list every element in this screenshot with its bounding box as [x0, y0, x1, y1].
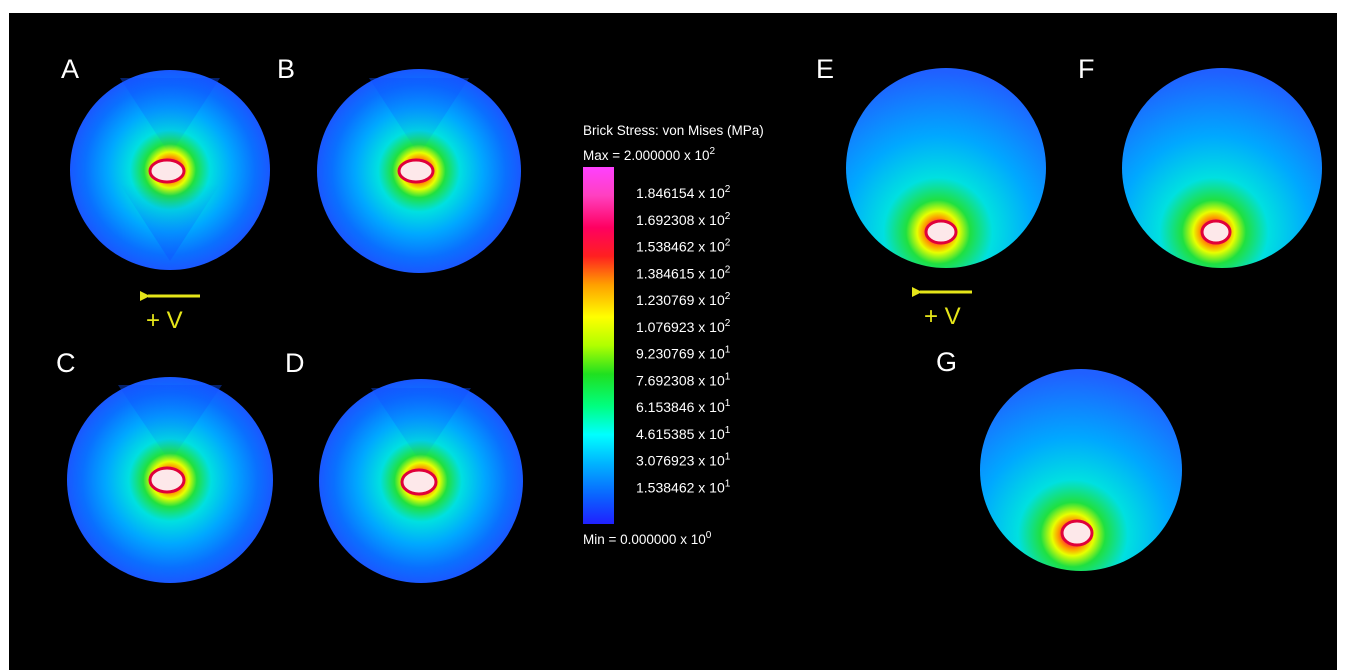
velocity-indicator-right: + V [912, 287, 972, 330]
legend-tick-label: 1.384615 x 102 [636, 264, 731, 281]
panel-d-lobe-top [371, 388, 471, 463]
legend-tick-list: 1.846154 x 102 1.692308 x 102 1.538462 x 1… [636, 184, 731, 495]
color-legend: Brick Stress: von Mises (MPa) Max = 2.00… [583, 123, 764, 547]
legend-colorbar [583, 167, 614, 524]
panel-g-field [980, 369, 1182, 571]
panel-e-hole [924, 219, 958, 245]
panel-e [846, 68, 1046, 268]
panel-f-field [1122, 68, 1322, 268]
panel-label-d: D [285, 348, 305, 378]
panel-f-hole [1200, 219, 1232, 245]
panel-d-hole [400, 468, 438, 496]
panel-b-lobe-top [369, 78, 469, 155]
panel-label-e: E [816, 54, 834, 84]
panel-f [1122, 68, 1322, 268]
panel-c-hole [148, 466, 186, 494]
velocity-label-left: + V [146, 307, 183, 334]
legend-tick-label: 9.230769 x 101 [636, 345, 731, 362]
panel-b [317, 69, 521, 273]
legend-tick-label: 1.538462 x 102 [636, 238, 731, 255]
legend-tick-label: 1.538462 x 101 [636, 478, 731, 495]
legend-tick-label: 1.230769 x 102 [636, 291, 731, 308]
legend-tick-label: 1.692308 x 102 [636, 211, 731, 228]
panel-label-a: A [61, 54, 79, 84]
legend-tick-label: 6.153846 x 101 [636, 398, 731, 415]
panel-d [319, 379, 523, 583]
legend-tick-label: 3.076923 x 101 [636, 452, 731, 469]
legend-title: Brick Stress: von Mises (MPa) [583, 123, 764, 138]
panel-a-lobe-bottom [120, 184, 220, 261]
panel-label-b: B [277, 54, 295, 84]
panel-a [70, 70, 270, 270]
panel-label-c: C [56, 348, 76, 378]
velocity-indicator-left: + V [140, 291, 200, 334]
legend-max: Max = 2.000000 x 102 [583, 146, 715, 163]
panel-g-hole [1060, 519, 1094, 547]
legend-min: Min = 0.000000 x 100 [583, 530, 712, 547]
legend-tick-label: 7.692308 x 101 [636, 371, 731, 388]
panel-a-lobe-top [120, 78, 220, 155]
panel-label-g: G [936, 347, 957, 377]
panel-b-hole [397, 158, 435, 184]
panel-g [980, 369, 1182, 571]
legend-tick-label: 4.615385 x 101 [636, 425, 731, 442]
legend-tick-label: 1.846154 x 102 [636, 184, 731, 201]
panel-label-f: F [1078, 54, 1095, 84]
panel-a-hole [148, 158, 186, 184]
panel-c-lobe-top [118, 385, 222, 462]
velocity-label-right: + V [924, 303, 961, 330]
panel-e-field [846, 68, 1046, 268]
legend-tick-label: 1.076923 x 102 [636, 318, 731, 335]
panel-c [67, 377, 273, 583]
